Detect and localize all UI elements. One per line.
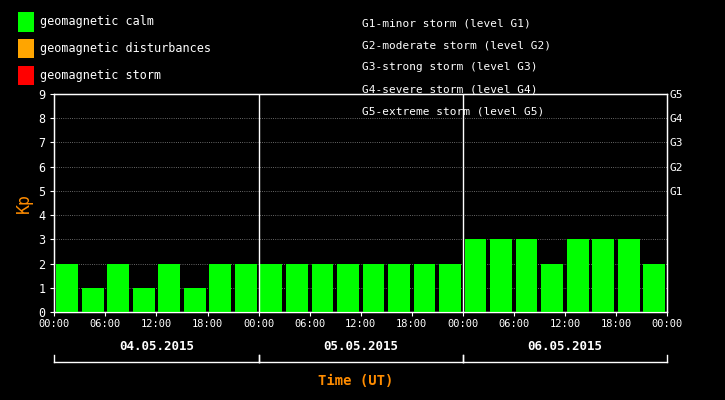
Bar — [235, 264, 257, 312]
Bar — [184, 288, 206, 312]
Bar — [107, 264, 129, 312]
Text: geomagnetic disturbances: geomagnetic disturbances — [40, 42, 211, 55]
Bar — [515, 239, 537, 312]
Bar — [490, 239, 512, 312]
Text: G5-extreme storm (level G5): G5-extreme storm (level G5) — [362, 106, 544, 116]
Bar — [567, 239, 589, 312]
Bar — [592, 239, 614, 312]
Bar — [465, 239, 486, 312]
Bar — [439, 264, 461, 312]
Y-axis label: Kp: Kp — [14, 193, 33, 213]
Bar — [82, 288, 104, 312]
Bar — [133, 288, 154, 312]
Bar — [260, 264, 282, 312]
Text: 06.05.2015: 06.05.2015 — [527, 340, 602, 352]
Bar — [286, 264, 307, 312]
Text: G3-strong storm (level G3): G3-strong storm (level G3) — [362, 62, 538, 72]
Bar — [337, 264, 359, 312]
Bar — [362, 264, 384, 312]
Bar — [388, 264, 410, 312]
Text: G4-severe storm (level G4): G4-severe storm (level G4) — [362, 84, 538, 94]
Text: G1-minor storm (level G1): G1-minor storm (level G1) — [362, 18, 531, 28]
Bar — [158, 264, 180, 312]
Bar — [542, 264, 563, 312]
Bar — [414, 264, 435, 312]
Text: 05.05.2015: 05.05.2015 — [323, 340, 398, 352]
Bar — [618, 239, 639, 312]
Bar — [210, 264, 231, 312]
Text: 04.05.2015: 04.05.2015 — [119, 340, 194, 352]
Text: geomagnetic calm: geomagnetic calm — [40, 16, 154, 28]
Text: Time (UT): Time (UT) — [318, 374, 393, 388]
Text: geomagnetic storm: geomagnetic storm — [40, 69, 161, 82]
Text: G2-moderate storm (level G2): G2-moderate storm (level G2) — [362, 40, 552, 50]
Bar — [312, 264, 334, 312]
Bar — [643, 264, 665, 312]
Bar — [57, 264, 78, 312]
